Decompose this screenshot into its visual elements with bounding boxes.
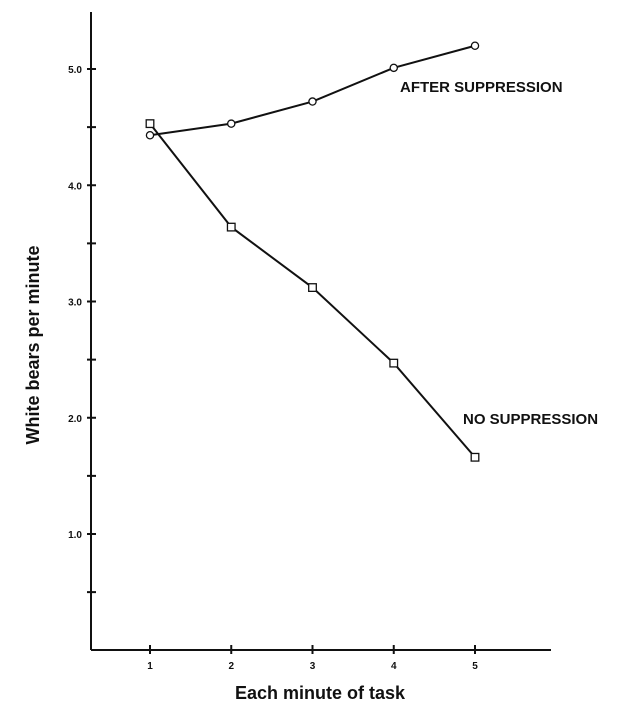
x-axis-ticks: 1 2 3 4 5 [147,645,478,672]
y-tick-label: 5.0 [68,65,82,76]
y-axis-ticks: 1.0 2.0 3.0 4.0 5.0 [68,65,96,594]
y-tick-label: 2.0 [68,414,82,425]
x-tick-label: 2 [228,661,234,672]
series-2 [145,119,480,462]
data-point-circle [389,63,398,73]
data-point-square [470,452,480,462]
x-axis-title: Each minute of task [235,683,406,703]
data-point-square [308,283,317,292]
data-point-square [389,358,399,368]
y-axis-title: White bears per minute [23,245,43,444]
series-layer [145,41,480,462]
x-tick-label: 4 [391,661,397,672]
series-1 [145,41,480,140]
x-tick-label: 1 [147,661,153,672]
x-tick-label: 3 [310,661,316,672]
series-label: NO SUPPRESSION [463,411,598,428]
y-tick-label: 3.0 [68,298,82,309]
series-label: AFTER SUPPRESSION [400,79,563,96]
data-point-circle [308,97,317,106]
y-tick-label: 1.0 [68,530,82,541]
series-labels: AFTER SUPPRESSION NO SUPPRESSION [400,79,598,428]
data-point-circle [226,119,236,128]
data-point-square [226,222,236,232]
x-tick-label: 5 [472,661,478,672]
axes [90,12,551,651]
data-point-circle [470,41,480,51]
data-point-square [145,119,155,129]
data-point-circle [145,131,155,140]
y-tick-label: 4.0 [68,181,82,192]
